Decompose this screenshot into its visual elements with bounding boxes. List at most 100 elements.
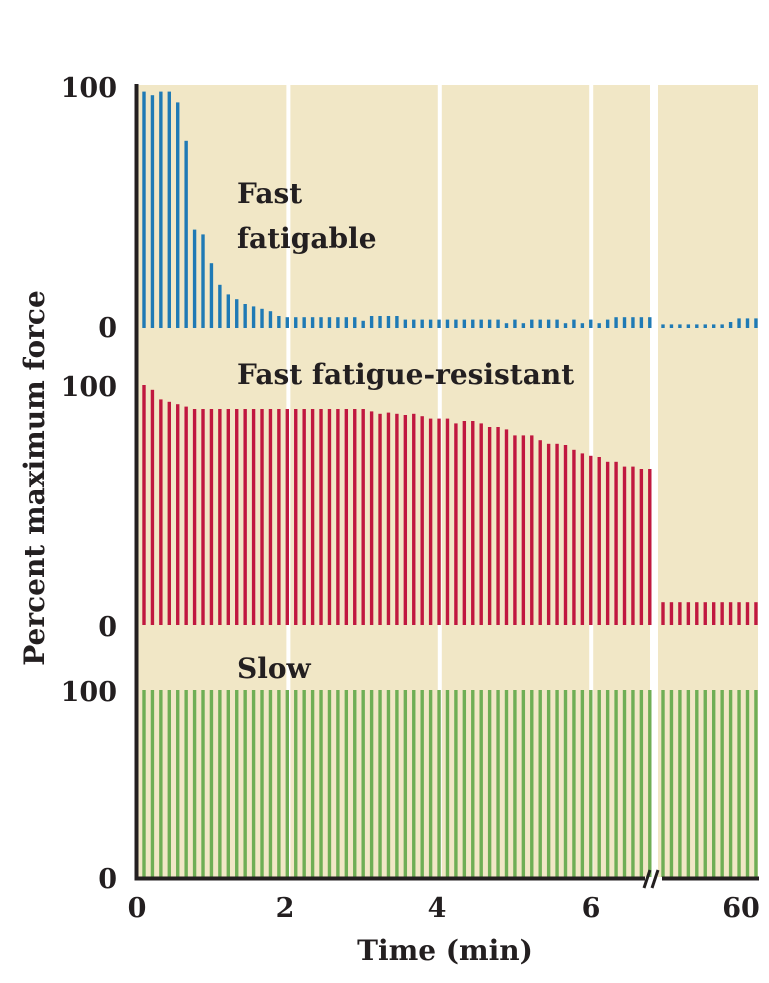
bar-slow-56 [614, 690, 618, 877]
bar-fast-fatigable-5 [184, 140, 188, 328]
bar-slow-23 [336, 690, 340, 877]
bar-fast-fatigable-10 [226, 294, 230, 328]
bar-fast-fatigue-resistant-30 [395, 413, 399, 625]
bar-fast-fatigue-resistant-15 [268, 409, 273, 625]
bar-fast-fatigable-43 [504, 323, 509, 328]
bar-slow-after-break-10 [745, 690, 750, 877]
bar-fast-fatigue-resistant-23 [336, 409, 340, 625]
bar-fast-fatigue-resistant-after-break-1 [669, 602, 674, 625]
bar-fast-fatigable-2 [159, 91, 163, 328]
bar-fast-fatigue-resistant-8 [209, 409, 214, 625]
bar-slow-27 [369, 690, 374, 877]
bar-fast-fatigable-56 [614, 317, 618, 328]
bar-slow-39 [471, 690, 475, 877]
bar-fast-fatigue-resistant-41 [487, 427, 492, 625]
bar-fast-fatigue-resistant-43 [504, 429, 509, 625]
bar-slow-29 [386, 690, 391, 877]
x-tick-0: 0 [128, 893, 147, 924]
bar-fast-fatigue-resistant-12 [243, 409, 247, 625]
bar-slow-20 [310, 690, 315, 877]
bar-fast-fatigable-after-break-1 [669, 324, 674, 328]
bar-fast-fatigable-51 [572, 319, 576, 328]
bar-slow-after-break-1 [669, 690, 674, 877]
bar-fast-fatigable-23 [336, 317, 340, 328]
bar-slow-21 [319, 690, 323, 877]
bar-fast-fatigable-after-break-4 [695, 324, 699, 328]
bar-fast-fatigue-resistant-13 [251, 409, 256, 625]
bar-slow-46 [530, 690, 534, 877]
bar-fast-fatigable-44 [513, 319, 517, 328]
bar-fast-fatigue-resistant-after-break-5 [703, 602, 707, 625]
bar-fast-fatigue-resistant-20 [310, 409, 315, 625]
bar-fast-fatigue-resistant-49 [555, 443, 559, 625]
bar-slow-after-break-8 [728, 690, 733, 877]
y-tick-fast-fatigue-resistant-0: 0 [98, 612, 117, 643]
bar-fast-fatigable-52 [580, 323, 585, 328]
bar-fast-fatigable-16 [277, 316, 281, 328]
bar-fast-fatigable-19 [302, 317, 306, 328]
bar-slow-55 [605, 690, 610, 877]
bar-slow-43 [504, 690, 509, 877]
bar-slow-11 [235, 690, 239, 877]
bar-fast-fatigable-18 [294, 317, 298, 328]
bar-fast-fatigue-resistant-2 [159, 399, 163, 625]
x-tick-4: 4 [428, 893, 447, 924]
bar-slow-6 [192, 690, 197, 877]
x-axis-title: Time (min) [357, 934, 533, 967]
bar-fast-fatigable-after-break-9 [737, 318, 741, 328]
bar-slow-48 [546, 690, 551, 877]
bar-slow-14 [260, 690, 264, 877]
bar-fast-fatigable-53 [589, 319, 593, 328]
bar-slow-8 [209, 690, 214, 877]
series-fast-fatigable [142, 91, 758, 329]
bar-slow-34 [428, 690, 433, 877]
bar-fast-fatigue-resistant-42 [496, 427, 500, 625]
bar-slow-22 [327, 690, 332, 877]
series-slow [142, 690, 758, 877]
bar-fast-fatigue-resistant-48 [546, 443, 551, 625]
bar-fast-fatigue-resistant-52 [580, 453, 585, 625]
bar-fast-fatigable-30 [395, 316, 399, 328]
x-tick-2: 2 [276, 893, 295, 924]
y-tick-fast-fatigable-0: 0 [98, 313, 117, 344]
bar-fast-fatigable-after-break-5 [703, 324, 707, 328]
bar-fast-fatigue-resistant-58 [631, 466, 635, 625]
y-tick-slow-0: 0 [98, 864, 117, 895]
bar-fast-fatigable-21 [319, 317, 323, 328]
bar-fast-fatigable-40 [479, 319, 483, 328]
bar-fast-fatigue-resistant-32 [412, 413, 416, 625]
bar-slow-after-break-9 [737, 690, 741, 877]
bar-fast-fatigue-resistant-after-break-4 [695, 602, 699, 625]
bar-slow-35 [437, 690, 441, 877]
bar-fast-fatigue-resistant-56 [614, 461, 618, 625]
bar-slow-0 [142, 690, 146, 877]
bar-fast-fatigable-25 [353, 317, 357, 328]
y-tick-fast-fatigable-100: 100 [61, 73, 117, 104]
bar-fast-fatigue-resistant-57 [622, 466, 627, 625]
bar-fast-fatigable-46 [530, 319, 534, 328]
bar-slow-26 [361, 690, 365, 877]
bar-fast-fatigable-48 [546, 319, 551, 328]
bar-fast-fatigue-resistant-45 [521, 435, 526, 625]
panel-label-slow: Slow [237, 652, 312, 685]
bar-fast-fatigable-33 [420, 319, 424, 328]
bar-slow-15 [268, 690, 273, 877]
bar-fast-fatigue-resistant-39 [471, 421, 475, 625]
bar-fast-fatigable-37 [454, 319, 458, 328]
x-tick-60: 60 [722, 893, 760, 924]
bar-fast-fatigue-resistant-33 [420, 416, 424, 625]
bar-fast-fatigable-29 [386, 316, 391, 328]
bar-slow-9 [218, 690, 222, 877]
bar-slow-7 [201, 690, 205, 877]
bar-fast-fatigue-resistant-21 [319, 409, 323, 625]
bar-fast-fatigue-resistant-after-break-10 [745, 602, 750, 625]
bar-fast-fatigable-after-break-0 [661, 324, 665, 328]
bar-fast-fatigue-resistant-38 [462, 421, 467, 625]
bar-fast-fatigue-resistant-18 [294, 409, 298, 625]
bar-slow-36 [445, 690, 450, 877]
bar-fast-fatigable-after-break-2 [678, 324, 682, 328]
bar-slow-31 [403, 690, 408, 877]
bar-fast-fatigable-28 [378, 316, 382, 328]
bar-fast-fatigue-resistant-after-break-11 [754, 602, 758, 625]
